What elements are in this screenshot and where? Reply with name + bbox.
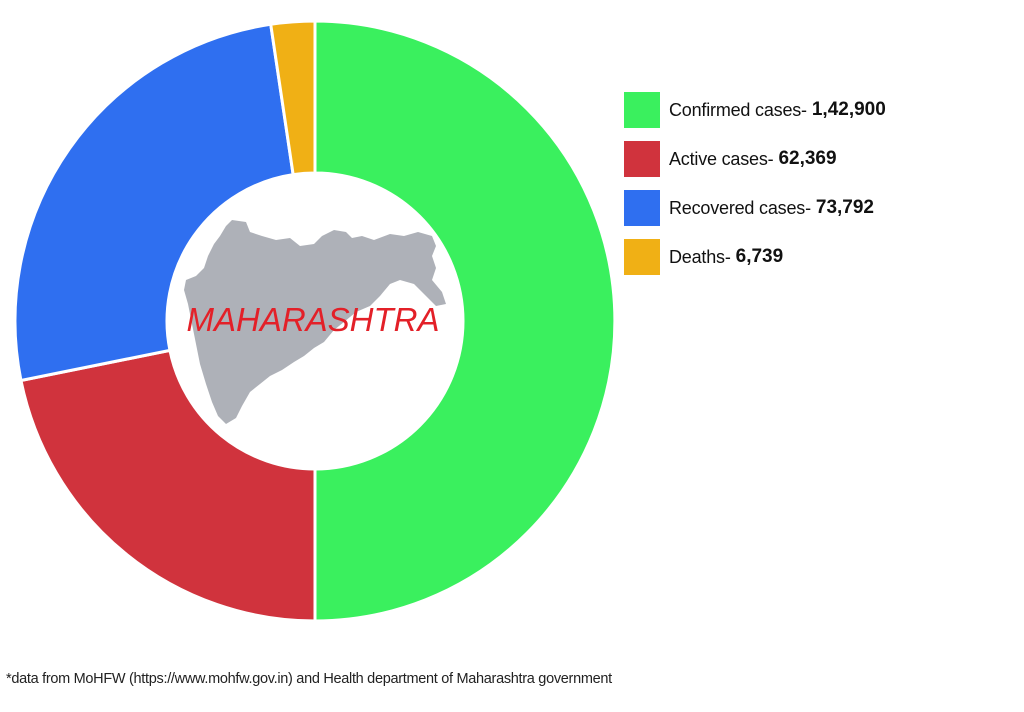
legend-label: Active cases- [669,148,774,169]
legend-value: 62,369 [778,148,837,169]
legend-label: Recovered cases- [669,197,811,218]
legend-item-recovered: Recovered cases- 73,792 [624,190,886,226]
center-label: MAHARASHTRA [186,301,439,338]
legend-item-deaths: Deaths- 6,739 [624,239,886,275]
donut-slice-confirmed-cases [313,19,617,623]
donut-slice-active-cases [19,348,317,623]
legend-label: Confirmed cases- [669,99,807,120]
maharashtra-map-icon [184,220,446,424]
legend-label: Deaths- [669,246,731,267]
donut-chart: MAHARASHTRA [13,19,617,623]
legend-value: 6,739 [735,246,784,267]
legend-swatch-active [624,141,660,177]
legend-swatch-deaths [624,239,660,275]
donut-slices [13,19,617,623]
legend-item-confirmed: Confirmed cases- 1,42,900 [624,92,886,128]
legend-swatch-confirmed [624,92,660,128]
donut-slice-deaths [269,19,317,177]
donut-slice-recovered-cases [13,22,295,383]
source-footnote: *data from MoHFW (https://www.mohfw.gov.… [6,671,612,687]
legend-value: 73,792 [815,197,874,218]
legend-item-active: Active cases- 62,369 [624,141,886,177]
legend: Confirmed cases- 1,42,900 Active cases- … [624,92,886,288]
legend-swatch-recovered [624,190,660,226]
legend-value: 1,42,900 [811,99,886,120]
